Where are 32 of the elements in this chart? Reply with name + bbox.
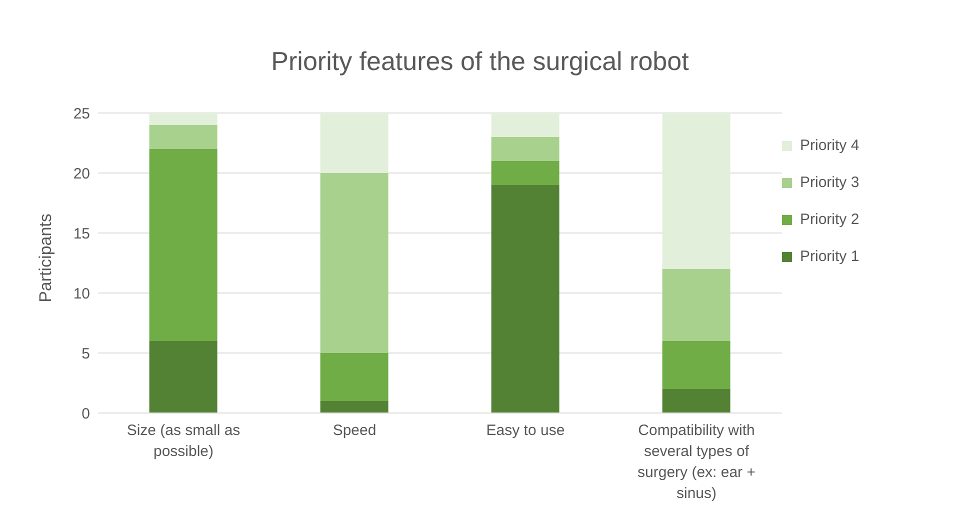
bar xyxy=(662,341,730,389)
bar xyxy=(662,113,730,269)
bar xyxy=(320,353,388,401)
x-tick-label: Compatibility with several types of surgery (ex: ear + sinus) xyxy=(638,422,756,502)
x-tick-label: Speed xyxy=(332,422,376,439)
bar xyxy=(491,185,560,413)
legend-label: Priority 4 xyxy=(800,137,860,154)
bar xyxy=(491,113,560,137)
bar xyxy=(491,161,560,185)
y-tick-label: 0 xyxy=(82,405,90,422)
bar xyxy=(662,389,730,413)
legend-label: Priority 2 xyxy=(800,211,860,228)
bar xyxy=(149,125,218,149)
legend-label: Priority 1 xyxy=(800,248,860,265)
bar xyxy=(491,137,560,161)
y-tick-label: 25 xyxy=(73,105,90,122)
y-tick-label: 5 xyxy=(82,345,90,362)
bar xyxy=(149,113,218,125)
legend-label: Priority 3 xyxy=(800,174,860,191)
x-tick-label: Size (as small as possible) xyxy=(126,422,240,460)
bar xyxy=(320,401,388,413)
bar xyxy=(149,341,218,413)
y-tick-label: 10 xyxy=(73,285,90,302)
bar xyxy=(149,149,218,341)
y-tick-label: 15 xyxy=(73,225,90,242)
chart-title: Priority features of the surgical robot xyxy=(270,45,690,78)
y-tick-label: 20 xyxy=(73,165,90,182)
bar xyxy=(320,173,388,353)
y-axis-title: Participants xyxy=(36,214,56,302)
bar xyxy=(320,113,388,173)
bar xyxy=(662,269,730,341)
x-tick-label: Easy to use xyxy=(486,422,565,439)
